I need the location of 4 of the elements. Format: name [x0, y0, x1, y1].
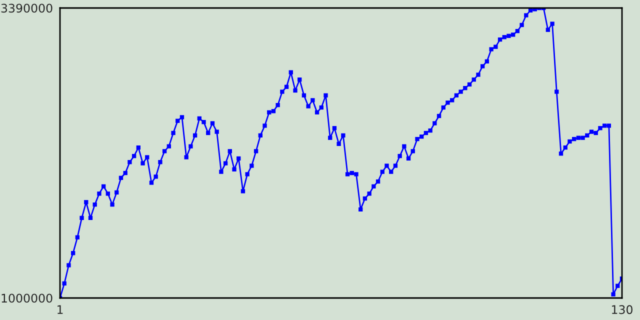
y-tick-label: 1000000 — [2, 294, 52, 303]
x-tick-label: 130 — [612, 305, 632, 314]
x-tick-label: 1 — [58, 305, 63, 314]
y-tick-label: 3390000 — [1, 4, 52, 13]
